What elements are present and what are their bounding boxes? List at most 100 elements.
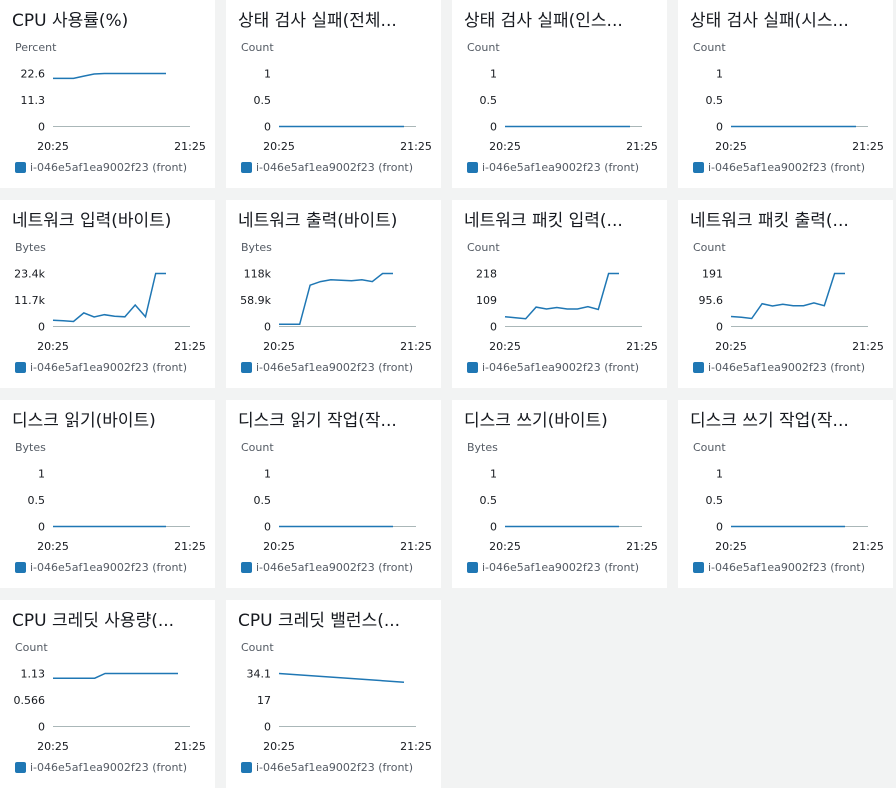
legend[interactable]: i-046e5af1ea9002f23 (front) bbox=[15, 561, 187, 574]
series-line[interactable] bbox=[730, 272, 845, 320]
widget-title[interactable]: 디스크 쓰기(바이트) bbox=[464, 411, 608, 431]
metric-widget[interactable]: 디스크 읽기 작업(작... Count 1 0.5 0 20:25 21:25 i-046e… bbox=[226, 400, 441, 588]
x-tick-label: 21:25 bbox=[852, 540, 884, 553]
series-line[interactable] bbox=[278, 672, 405, 683]
x-tick-label: 20:25 bbox=[489, 340, 521, 353]
y-axis-unit-label: Bytes bbox=[15, 241, 46, 254]
widget-title[interactable]: 디스크 읽기(바이트) bbox=[12, 411, 156, 431]
y-tick-label: 11.7k bbox=[14, 294, 45, 307]
series-line[interactable] bbox=[53, 672, 178, 679]
y-tick-label: 0.5 bbox=[480, 494, 498, 507]
x-tick-label: 21:25 bbox=[400, 340, 432, 353]
y-axis-unit-label: Bytes bbox=[241, 241, 272, 254]
widget-title[interactable]: 상태 검사 실패(시스... bbox=[690, 11, 849, 31]
y-tick-label: 1 bbox=[490, 68, 497, 81]
x-tick-label: 21:25 bbox=[174, 340, 206, 353]
legend-label: i-046e5af1ea9002f23 (front) bbox=[256, 561, 414, 574]
y-tick-label: 0 bbox=[716, 321, 723, 334]
y-axis-unit-label: Count bbox=[241, 441, 274, 454]
x-tick-label: 21:25 bbox=[174, 140, 206, 153]
widget-title[interactable]: 네트워크 출력(바이트) bbox=[238, 211, 398, 231]
widget-title[interactable]: 네트워크 패킷 출력(... bbox=[690, 211, 849, 231]
y-tick-label: 0 bbox=[716, 521, 723, 534]
metric-widget[interactable]: 상태 검사 실패(인스... Count 1 0.5 0 20:25 21:25 i-046e… bbox=[452, 0, 667, 188]
legend[interactable]: i-046e5af1ea9002f23 (front) bbox=[241, 761, 413, 774]
legend[interactable]: i-046e5af1ea9002f23 (front) bbox=[15, 361, 187, 374]
legend-swatch bbox=[241, 162, 252, 173]
line-chart: 1 0.5 0 20:25 21:25 bbox=[480, 68, 658, 154]
metric-widget[interactable]: 네트워크 입력(바이트) Bytes 23.4k 11.7k 0 20:25 21:25 i-… bbox=[0, 200, 215, 388]
x-tick-label: 20:25 bbox=[37, 340, 69, 353]
y-axis-unit-label: Count bbox=[15, 641, 48, 654]
legend[interactable]: i-046e5af1ea9002f23 (front) bbox=[467, 161, 639, 174]
y-tick-label: 0.5 bbox=[254, 94, 272, 107]
series-line[interactable] bbox=[53, 72, 166, 80]
legend[interactable]: i-046e5af1ea9002f23 (front) bbox=[241, 561, 413, 574]
y-tick-label: 1 bbox=[716, 468, 723, 481]
x-tick-label: 21:25 bbox=[626, 140, 658, 153]
widget-title[interactable]: 네트워크 입력(바이트) bbox=[12, 211, 172, 231]
widget-title[interactable]: CPU 크레딧 밸런스(... bbox=[238, 611, 401, 631]
y-tick-label: 0 bbox=[38, 121, 45, 134]
y-tick-label: 0 bbox=[264, 721, 271, 734]
legend-swatch bbox=[241, 562, 252, 573]
legend-swatch bbox=[467, 162, 478, 173]
metric-widget[interactable]: CPU 크레딧 밸런스(... Count 34.1 17 0 20:25 21:25 i-0… bbox=[226, 600, 441, 788]
legend[interactable]: i-046e5af1ea9002f23 (front) bbox=[693, 161, 865, 174]
metric-widget[interactable]: 네트워크 출력(바이트) Bytes 118k 58.9k 0 20:25 21:25 i-0… bbox=[226, 200, 441, 388]
line-chart: 1.13 0.566 0 20:25 21:25 bbox=[14, 668, 206, 754]
widget-title[interactable]: 상태 검사 실패(인스... bbox=[464, 11, 623, 31]
series-line[interactable] bbox=[52, 272, 166, 323]
legend-label: i-046e5af1ea9002f23 (front) bbox=[30, 161, 188, 174]
y-tick-label: 0.5 bbox=[706, 94, 724, 107]
legend[interactable]: i-046e5af1ea9002f23 (front) bbox=[467, 561, 639, 574]
legend[interactable]: i-046e5af1ea9002f23 (front) bbox=[693, 561, 865, 574]
legend-label: i-046e5af1ea9002f23 (front) bbox=[708, 161, 866, 174]
x-tick-label: 20:25 bbox=[263, 340, 295, 353]
metric-widget[interactable]: 디스크 읽기(바이트) Bytes 1 0.5 0 20:25 21:25 i-046e5af… bbox=[0, 400, 215, 588]
legend[interactable]: i-046e5af1ea9002f23 (front) bbox=[467, 361, 639, 374]
metric-widget[interactable]: 디스크 쓰기(바이트) Bytes 1 0.5 0 20:25 21:25 i-046e5af… bbox=[452, 400, 667, 588]
legend[interactable]: i-046e5af1ea9002f23 (front) bbox=[15, 761, 187, 774]
y-axis-unit-label: Count bbox=[693, 41, 726, 54]
metric-widget[interactable]: 상태 검사 실패(시스... Count 1 0.5 0 20:25 21:25 i-046e… bbox=[678, 0, 893, 188]
y-axis-unit-label: Count bbox=[241, 41, 274, 54]
series-line[interactable] bbox=[504, 272, 619, 320]
y-tick-label: 0 bbox=[38, 721, 45, 734]
y-axis-unit-label: Percent bbox=[15, 41, 57, 54]
legend-swatch bbox=[241, 762, 252, 773]
line-chart: 1 0.5 0 20:25 21:25 bbox=[254, 468, 432, 554]
widget-title[interactable]: 상태 검사 실패(전체... bbox=[238, 11, 397, 31]
legend-label: i-046e5af1ea9002f23 (front) bbox=[482, 161, 640, 174]
legend[interactable]: i-046e5af1ea9002f23 (front) bbox=[241, 361, 413, 374]
x-tick-label: 20:25 bbox=[37, 140, 69, 153]
metric-widget[interactable]: 디스크 쓰기 작업(작... Count 1 0.5 0 20:25 21:25 i-046e… bbox=[678, 400, 893, 588]
line-chart: 34.1 17 0 20:25 21:25 bbox=[247, 668, 432, 754]
y-tick-label: 118k bbox=[244, 268, 272, 281]
y-tick-label: 17 bbox=[257, 694, 271, 707]
legend-swatch bbox=[15, 562, 26, 573]
x-tick-label: 21:25 bbox=[174, 740, 206, 753]
y-tick-label: 1 bbox=[38, 468, 45, 481]
y-tick-label: 0 bbox=[490, 521, 497, 534]
widget-title[interactable]: 디스크 읽기 작업(작... bbox=[238, 411, 397, 431]
legend-swatch bbox=[693, 362, 704, 373]
legend[interactable]: i-046e5af1ea9002f23 (front) bbox=[693, 361, 865, 374]
metric-widget[interactable]: CPU 사용률(%) Percent 22.6 11.3 0 20:25 21:25 i-04… bbox=[0, 0, 215, 188]
widget-title[interactable]: 네트워크 패킷 입력(... bbox=[464, 211, 623, 231]
widget-title[interactable]: 디스크 쓰기 작업(작... bbox=[690, 411, 849, 431]
y-tick-label: 191 bbox=[702, 268, 723, 281]
y-tick-label: 1 bbox=[264, 468, 271, 481]
legend[interactable]: i-046e5af1ea9002f23 (front) bbox=[241, 161, 413, 174]
series-line[interactable] bbox=[279, 272, 393, 326]
x-tick-label: 21:25 bbox=[852, 140, 884, 153]
widget-title[interactable]: CPU 크레딧 사용량(... bbox=[12, 611, 175, 631]
legend[interactable]: i-046e5af1ea9002f23 (front) bbox=[15, 161, 187, 174]
metric-widget[interactable]: 네트워크 패킷 출력(... Count 191 95.6 0 20:25 21:25 i-0… bbox=[678, 200, 893, 388]
widget-title[interactable]: CPU 사용률(%) bbox=[12, 11, 129, 31]
y-tick-label: 0 bbox=[716, 121, 723, 134]
metric-widget[interactable]: 네트워크 패킷 입력(... Count 218 109 0 20:25 21:25 i-04… bbox=[452, 200, 667, 388]
y-tick-label: 1 bbox=[490, 468, 497, 481]
metric-widget[interactable]: 상태 검사 실패(전체... Count 1 0.5 0 20:25 21:25 i-046e… bbox=[226, 0, 441, 188]
metric-widget[interactable]: CPU 크레딧 사용량(... Count 1.13 0.566 0 20:25 21:25… bbox=[0, 600, 215, 788]
